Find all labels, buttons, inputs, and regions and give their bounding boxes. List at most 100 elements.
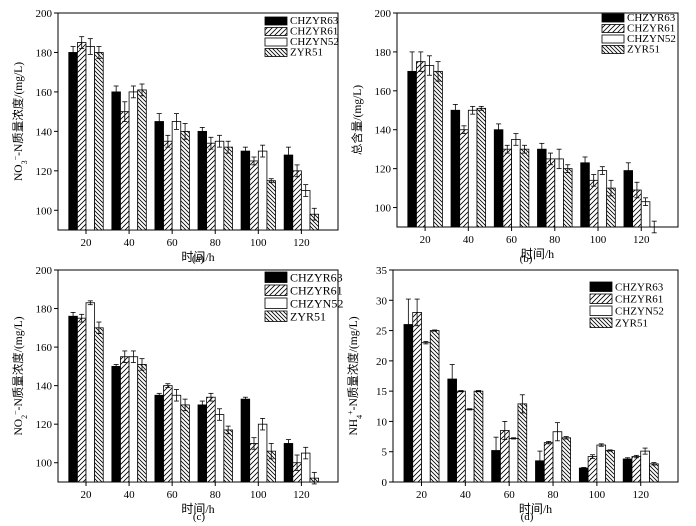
legend-label: ZYR51 <box>627 44 660 56</box>
legend-label: CHZYR63 <box>290 271 343 285</box>
legend-label: CHZYN52 <box>615 306 664 318</box>
bar-CHZYN52 <box>85 46 96 231</box>
bar-CHZYR63 <box>68 52 78 231</box>
legend-swatch-CHZYR61 <box>264 27 288 36</box>
y-tick-label: 200 <box>375 8 392 20</box>
bar-CHZYN52 <box>128 91 139 231</box>
bar-CHZYR63 <box>407 70 417 228</box>
bar-CHZYR63 <box>197 404 208 483</box>
bar-CHZYR61 <box>292 170 302 231</box>
x-tick-label: 60 <box>167 489 179 501</box>
bar-ZYR51 <box>223 146 233 231</box>
bar-ZYR51 <box>266 180 276 231</box>
bar-ZYR51 <box>433 70 443 228</box>
y-tick-label: 35 <box>376 265 388 277</box>
bar-ZYR51 <box>561 437 571 483</box>
y-tick-label: 15 <box>376 386 388 398</box>
x-tick-label: 40 <box>124 489 136 501</box>
legend-label: CHZYR61 <box>627 23 675 35</box>
y-axis-title: NO2−-N质量浓度/(mg/L) <box>11 316 29 435</box>
bar-CHZYR61 <box>249 160 259 231</box>
panel-label: (d) <box>521 511 534 523</box>
bar-ZYR51 <box>94 52 104 231</box>
y-tick-label: 0 <box>382 477 388 489</box>
legend-label: CHZYR63 <box>615 282 664 294</box>
y-tick-label: 160 <box>36 87 53 99</box>
bar-CHZYN52 <box>85 302 96 483</box>
bar-CHZYN52 <box>464 408 475 483</box>
legend-swatch-CHZYN52 <box>589 305 613 316</box>
legend-swatch-CHZYR61 <box>264 284 288 296</box>
bar-CHZYN52 <box>511 139 521 228</box>
bar-ZYR51 <box>429 330 440 483</box>
bar-CHZYN52 <box>257 423 268 483</box>
bar-CHZYR63 <box>154 394 164 483</box>
x-tick-label: 60 <box>506 234 518 246</box>
legend-label: CHZYR61 <box>290 26 338 38</box>
bar-ZYR51 <box>649 463 659 483</box>
bar-CHZYR61 <box>502 148 512 228</box>
bar-CHZYN52 <box>554 158 564 228</box>
bar-CHZYN52 <box>214 414 225 483</box>
chart-panel-d: 0 5 10 15 20 25 30 35 20 40 60 80 100 120 时间/h NH4+-N质量… <box>346 265 679 523</box>
y-tick-label: 140 <box>36 126 53 138</box>
x-axis-title: 时间/h <box>519 502 552 516</box>
y-tick-label: 5 <box>382 447 388 459</box>
panel-label: (a) <box>192 253 205 265</box>
bar-CHZYR61 <box>459 129 469 228</box>
bar-CHZYN52 <box>421 342 431 483</box>
bar-CHZYN52 <box>597 170 608 228</box>
y-tick-label: 180 <box>36 304 53 316</box>
x-tick-label: 120 <box>293 489 310 501</box>
y-tick-label: 200 <box>36 265 53 277</box>
bar-CHZYR63 <box>68 315 78 483</box>
bar-CHZYN52 <box>467 109 478 228</box>
y-tick-label: 160 <box>36 342 53 354</box>
x-tick-label: 100 <box>250 237 267 249</box>
bar-CHZYR61 <box>588 179 599 228</box>
bar-CHZYN52 <box>596 444 607 483</box>
bar-CHZYR61 <box>206 396 216 483</box>
x-tick-label: 20 <box>81 489 93 501</box>
x-tick-label: 60 <box>504 489 516 501</box>
legend-label: CHZYR63 <box>627 12 676 24</box>
bar-CHZYR63 <box>447 378 457 483</box>
bar-ZYR51 <box>563 168 573 228</box>
panel-label: (c) <box>193 511 206 523</box>
bar-CHZYR63 <box>450 109 461 228</box>
x-tick-label: 120 <box>632 489 649 501</box>
y-axis-title: NH4+-N质量浓度/(mg/L) <box>346 316 364 435</box>
y-tick-label: 120 <box>36 166 53 178</box>
bar-CHZYR63 <box>578 467 589 483</box>
chart-panel-c: 100 120 140 160 180 200 20 40 60 80 100 120 时间/h NO2−… <box>11 265 344 523</box>
legend-swatch-CHZYR61 <box>601 24 625 33</box>
y-tick-label: 20 <box>376 356 388 368</box>
bar-CHZYN52 <box>128 356 139 483</box>
legend-swatch-ZYR51 <box>264 48 288 57</box>
x-tick-label: 20 <box>416 489 428 501</box>
bar-CHZYR61 <box>120 111 130 231</box>
bar-CHZYR63 <box>240 398 251 483</box>
x-tick-label: 20 <box>420 234 432 246</box>
bar-CHZYR61 <box>545 158 556 228</box>
x-tick-label: 40 <box>124 237 136 249</box>
chart-panel-a: 100 120 140 160 180 200 20 40 60 80 100 120 时间/h NO3−… <box>11 8 339 265</box>
y-tick-label: 100 <box>36 458 53 470</box>
y-tick-label: 30 <box>376 295 388 307</box>
legend-swatch-CHZYR61 <box>589 293 613 304</box>
legend-label: ZYR51 <box>290 310 326 324</box>
bar-CHZYR61 <box>631 456 642 483</box>
y-tick-label: 180 <box>375 47 392 59</box>
bar-CHZYR61 <box>76 42 87 231</box>
bar-CHZYR63 <box>111 365 121 483</box>
x-tick-label: 80 <box>548 489 560 501</box>
y-tick-label: 120 <box>36 419 53 431</box>
legend-swatch-ZYR51 <box>601 45 625 54</box>
bar-CHZYN52 <box>424 65 435 228</box>
x-tick-label: 120 <box>293 237 310 249</box>
legend-label: CHZYN52 <box>290 36 339 48</box>
legend-swatch-CHZYR63 <box>589 281 613 292</box>
x-tick-label: 120 <box>633 234 650 246</box>
x-tick-label: 40 <box>463 234 475 246</box>
panel-label: (b) <box>520 253 533 265</box>
